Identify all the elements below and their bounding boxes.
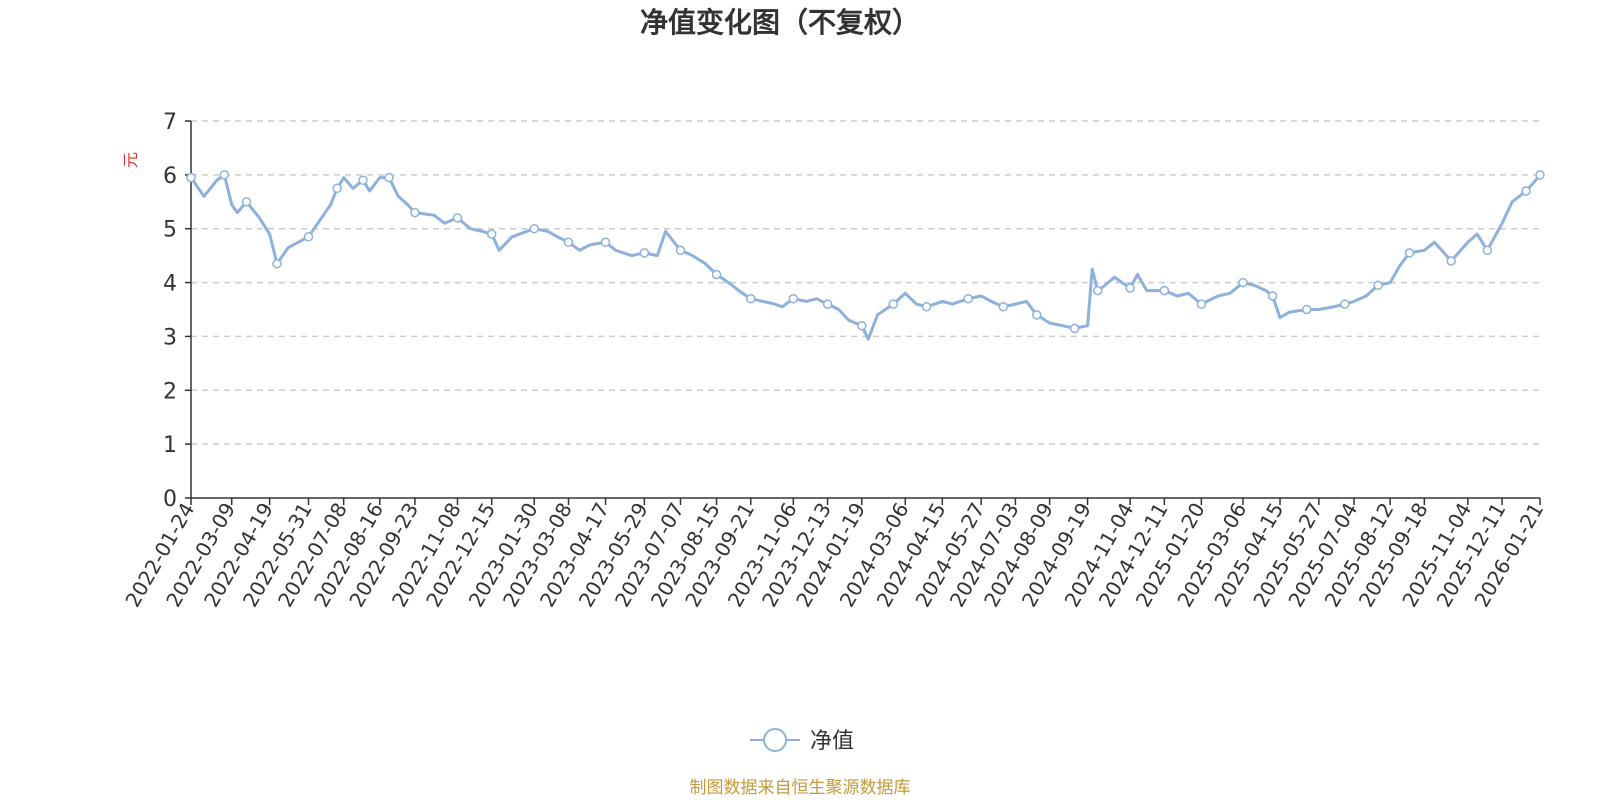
- data-point: [1535, 170, 1545, 180]
- data-point: [486, 229, 497, 239]
- axes: [185, 120, 1541, 505]
- y-tick-label: 0: [163, 487, 177, 512]
- legend-circle-icon: [763, 728, 787, 752]
- data-point: [332, 183, 342, 194]
- data-point: [272, 258, 282, 269]
- data-point: [998, 302, 1009, 312]
- data-point: [1302, 304, 1312, 315]
- y-tick-label: 1: [163, 433, 177, 458]
- data-point: [452, 213, 463, 223]
- y-axis-unit: 元: [121, 152, 140, 168]
- data-point: [1340, 299, 1350, 309]
- legend[interactable]: 净值: [750, 728, 854, 754]
- data-source-note: 制图数据来自恒生聚源数据库: [690, 778, 911, 798]
- data-point: [1446, 256, 1456, 266]
- data-point: [241, 197, 252, 207]
- data-point: [788, 293, 799, 304]
- chart-title: 净值变化图（不复权）: [640, 6, 920, 39]
- legend-label: 净值: [810, 729, 854, 754]
- data-point: [410, 207, 420, 218]
- data-point: [639, 248, 650, 258]
- data-point: [1196, 299, 1207, 309]
- data-point: [888, 299, 899, 309]
- data-point: [1267, 291, 1278, 301]
- y-tick-label: 2: [163, 379, 177, 404]
- y-tick-label: 3: [163, 325, 177, 350]
- data-point: [384, 172, 394, 183]
- data-point: [219, 170, 230, 180]
- data-point: [857, 320, 867, 331]
- data-point: [1482, 245, 1493, 256]
- data-point: [1159, 285, 1170, 296]
- data-point: [822, 299, 833, 309]
- grid-lines: [191, 120, 1540, 445]
- data-point: [1373, 280, 1383, 291]
- data-point: [1238, 277, 1248, 288]
- data-point: [746, 293, 756, 304]
- data-point: [600, 237, 611, 247]
- data-point: [711, 269, 722, 280]
- data-point: [675, 245, 686, 256]
- data-point: [1404, 248, 1415, 258]
- y-tick-label: 7: [163, 110, 177, 135]
- data-point: [1521, 186, 1531, 196]
- series-layer: [186, 170, 1545, 341]
- x-tick-labels: 2022-01-242022-03-092022-04-192022-05-31…: [120, 498, 1548, 611]
- data-point: [921, 302, 932, 312]
- data-point: [1069, 323, 1080, 334]
- y-tick-label: 6: [163, 164, 177, 189]
- data-point: [1092, 285, 1103, 296]
- data-point: [358, 175, 368, 185]
- data-point: [563, 237, 574, 247]
- series-line: [189, 173, 1542, 341]
- y-tick-labels: 0 1 2 3 4 5 6 7: [163, 110, 177, 512]
- data-point: [529, 223, 540, 234]
- data-point: [1031, 310, 1042, 320]
- data-point: [1125, 283, 1135, 293]
- data-point: [963, 293, 973, 304]
- y-tick-label: 5: [163, 218, 177, 243]
- y-tick-label: 4: [163, 272, 177, 297]
- data-point: [186, 172, 196, 183]
- data-point: [303, 232, 314, 242]
